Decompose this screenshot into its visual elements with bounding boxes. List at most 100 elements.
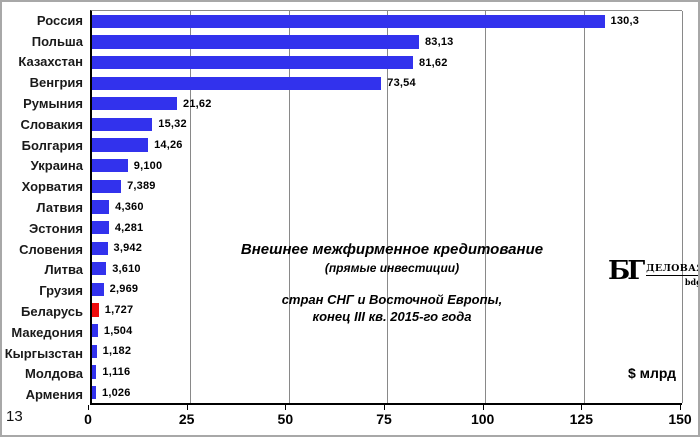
bar-value-label: 1,727 [104, 304, 134, 317]
category-label: Латвия [36, 200, 83, 216]
category-label: Россия [36, 12, 83, 28]
plot-area: 130,3 83,13 81,62 73,54 21,62 15,32 14,26 9,100… [90, 10, 683, 405]
chart-body: Россия Польша Казахстан Венгрия Румыния Слова… [4, 10, 683, 405]
category-label: Румыния [23, 96, 83, 112]
x-tick-label: 0 [84, 411, 92, 427]
category-label: Словения [19, 241, 83, 257]
bar-row: 4,281 [92, 217, 682, 238]
bar [92, 303, 99, 317]
bar-row: 2,969 [92, 279, 682, 300]
bar-value-label: 2,969 [109, 283, 139, 296]
x-tick-label: 25 [178, 411, 195, 427]
bar-value-label: 21,62 [183, 97, 212, 110]
bar [92, 97, 178, 111]
bar-value-label: 9,100 [133, 159, 163, 172]
gridline [288, 11, 290, 403]
bar-row: 9,100 [92, 155, 682, 176]
gridline [387, 11, 388, 403]
category-label: Грузия [39, 283, 83, 299]
bar-value-label: 81,62 [419, 56, 448, 69]
x-axis: 0 25 50 75 100 125 150 [84, 405, 692, 435]
bar-value-label: 14,26 [154, 139, 183, 152]
category-label: Словакия [20, 116, 83, 132]
category-label: Польша [31, 33, 83, 49]
chart-note-line2: конец III кв. 2015-го года [312, 309, 472, 324]
bar-row: 7,389 [92, 176, 682, 197]
bar [92, 35, 419, 49]
bar-row: 130,3 [92, 11, 682, 32]
bar [92, 179, 122, 193]
bar-row: 83,13 [92, 32, 682, 53]
bar-row: 21,62 [92, 94, 682, 115]
x-tick-mark [680, 405, 681, 410]
bar-value-label: 4,281 [114, 221, 144, 234]
bar-row: 1,182 [92, 341, 682, 362]
y-axis-labels: Россия Польша Казахстан Венгрия Румыния Слова… [4, 10, 90, 405]
publisher-logo: БГ ДЕЛОВАЯ ГАЗЕТА bdg.by [608, 256, 698, 287]
corner-label: 13 [6, 408, 23, 425]
bar-value-label: 15,32 [158, 118, 187, 131]
bar-row: 3,942 [92, 238, 682, 259]
bar-value-label: 1,504 [103, 324, 133, 337]
bar [92, 262, 107, 276]
bar [92, 344, 97, 358]
bar [92, 324, 98, 338]
gridline [190, 11, 192, 403]
bar-row: 1,116 [92, 362, 682, 383]
gridline [485, 11, 487, 403]
bar-row: 3,610 [92, 259, 682, 280]
bar-rows: 130,3 83,13 81,62 73,54 21,62 15,32 14,26 9,100… [92, 11, 682, 403]
bar [92, 55, 414, 70]
x-tick-label: 75 [376, 411, 392, 427]
bar-value-label: 1,026 [102, 386, 131, 399]
bar-value-label: 1,116 [102, 365, 131, 378]
bar-value-label: 4,360 [115, 200, 144, 213]
bar-value-label: 1,182 [102, 345, 132, 358]
bar-row: 81,62 [92, 52, 682, 73]
bar [92, 282, 104, 297]
category-label: Украина [30, 158, 83, 174]
category-label: Эстония [28, 220, 83, 236]
category-label: Кыргызстан [4, 345, 83, 361]
bar-value-label: 73,54 [387, 77, 416, 90]
bar-row: 1,727 [92, 300, 682, 321]
category-label: Казахстан [18, 54, 83, 70]
x-tick-mark [186, 405, 188, 410]
bar-value-label: 130,3 [610, 15, 640, 28]
category-label: Венгрия [29, 75, 83, 91]
bar [92, 138, 149, 152]
bar-value-label: 3,942 [113, 242, 143, 255]
gridline [583, 11, 585, 403]
bar [92, 14, 605, 28]
category-label: Македония [11, 324, 83, 340]
x-tick-label: 125 [569, 411, 594, 427]
bar-value-label: 83,13 [424, 35, 454, 48]
x-tick-label: 50 [277, 411, 294, 427]
category-label: Беларусь [21, 304, 83, 320]
bar [92, 159, 128, 173]
bar-row: 1,026 [92, 382, 682, 403]
bar-row: 14,26 [92, 135, 682, 156]
bar-row: 15,32 [92, 114, 682, 135]
logo-monogram: БГ [608, 256, 645, 286]
annotation-gap [182, 276, 602, 291]
bar [92, 220, 109, 235]
x-tick-mark [482, 405, 484, 410]
category-label: Литва [44, 262, 83, 278]
x-tick-mark [285, 405, 287, 410]
x-tick-mark [581, 405, 583, 410]
logo-text: ДЕЛОВАЯ ГАЗЕТА bdg.by [646, 263, 698, 287]
category-label: Армения [25, 387, 83, 403]
gridline [682, 11, 683, 403]
bar-value-label: 3,610 [112, 262, 141, 275]
logo-name: ДЕЛОВАЯ ГАЗЕТА [646, 263, 698, 276]
x-tick-label: 100 [470, 411, 495, 427]
bar [92, 385, 97, 400]
bar [92, 200, 110, 214]
x-tick-mark [384, 405, 385, 410]
category-label: Молдова [25, 366, 83, 382]
chart-title: Внешнее межфирменное кредитование [240, 241, 544, 258]
chart-note-line1: стран СНГ и Восточной Европы, [281, 292, 503, 307]
bar [92, 241, 108, 255]
